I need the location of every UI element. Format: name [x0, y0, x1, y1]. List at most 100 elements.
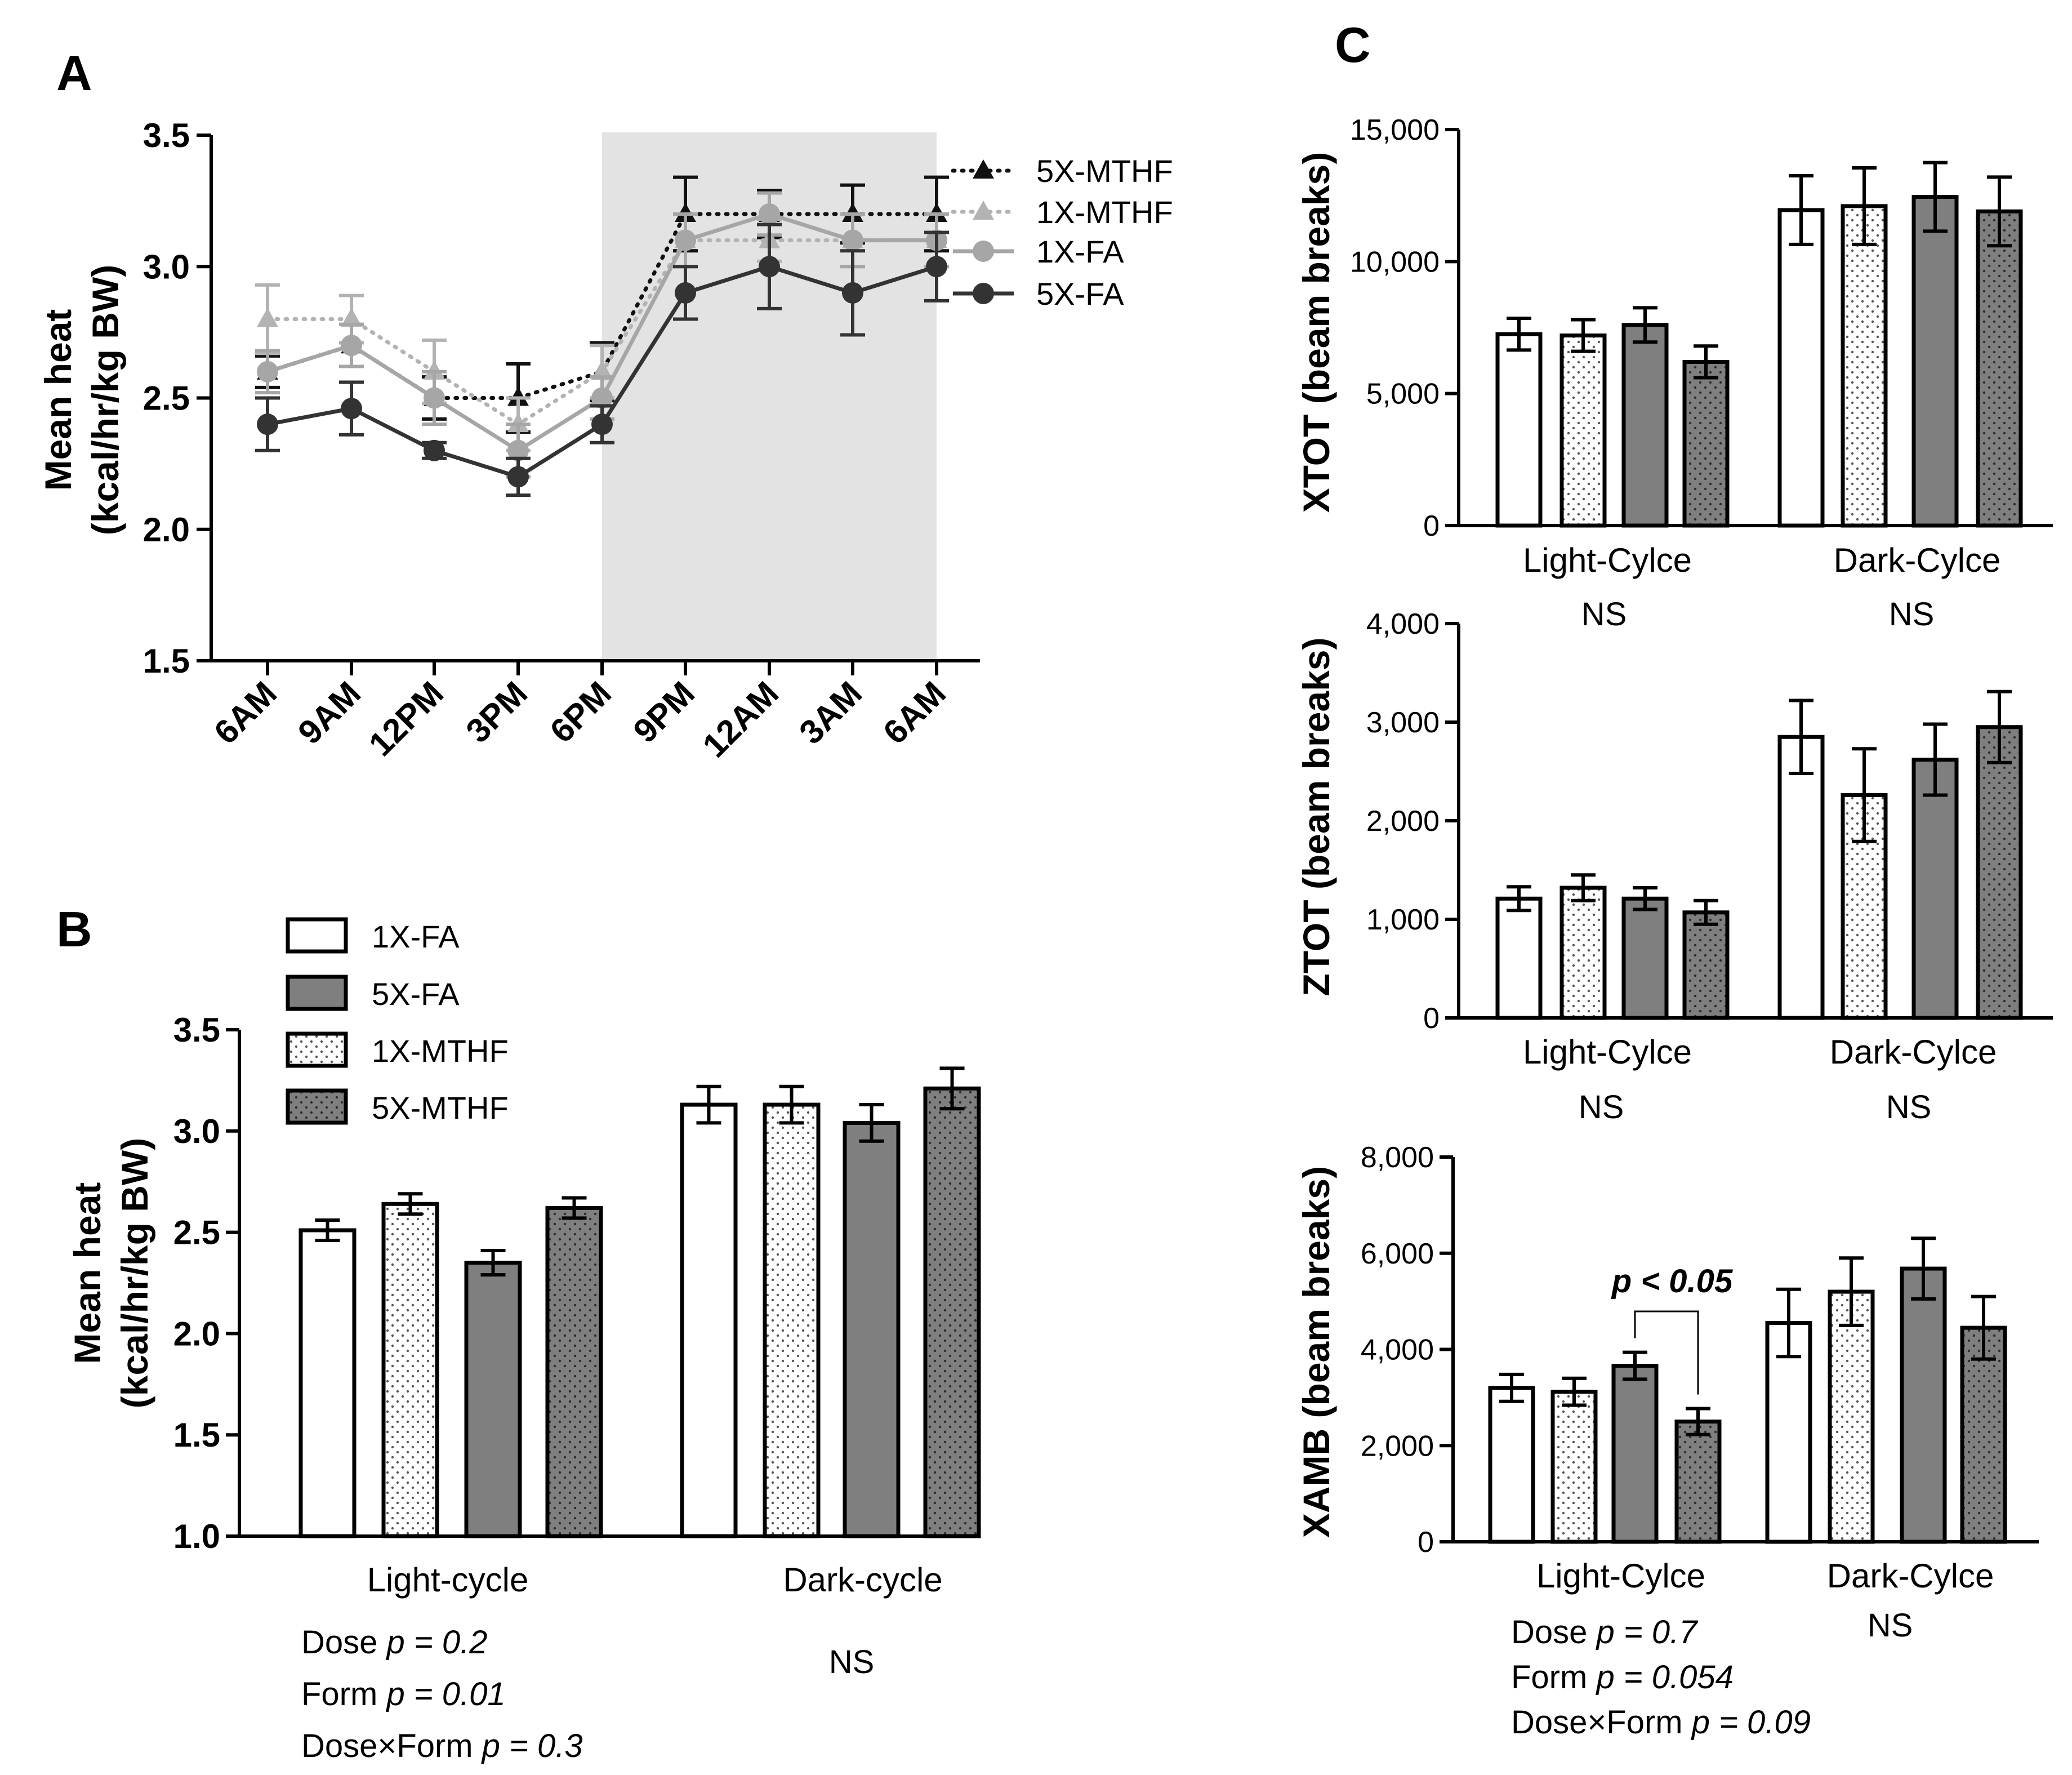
y-tick-label: 2.5	[143, 380, 190, 417]
y-tick-label: 5,000	[1366, 378, 1440, 411]
bar-1X-FA	[1495, 332, 1543, 528]
x-tick-label: 3AM	[792, 674, 869, 751]
y-tick-label: 10,000	[1350, 246, 1440, 278]
stat-part: Dose×Form	[301, 1728, 482, 1764]
stat-part: p = 0.3	[481, 1728, 583, 1764]
x-category-label: Dark-cycle	[783, 1561, 942, 1599]
data-point	[424, 387, 445, 409]
y-tick-label: 1.5	[143, 642, 190, 680]
data-point	[926, 256, 947, 278]
bar-5X-MTHF	[1960, 1325, 2007, 1544]
bar-5X-MTHF	[1682, 359, 1730, 528]
legend-swatch	[286, 975, 348, 1011]
legend-marker	[973, 283, 994, 304]
bar-5X-FA	[1621, 896, 1669, 1020]
x-tick-label: 3PM	[459, 674, 535, 750]
y-axis-title: (kcal/hr/kg BW)	[114, 1138, 155, 1408]
y-tick-label: 1,000	[1366, 904, 1440, 936]
stat-part: Dose	[1511, 1614, 1597, 1651]
x-tick-label: 6AM	[207, 674, 284, 751]
stat-part: Form	[301, 1676, 386, 1712]
bar-5X-FA	[1621, 323, 1669, 528]
bar-5X-MTHF	[923, 1086, 981, 1538]
data-point	[424, 439, 445, 461]
y-tick-label: 2.0	[143, 511, 190, 549]
x-category-label: Dark-Cylce	[1834, 541, 2001, 579]
data-point	[675, 229, 696, 251]
panel-label: B	[56, 901, 92, 957]
bar-5X-FA	[464, 1261, 522, 1538]
y-tick-label: 1.0	[173, 1518, 220, 1555]
stat-part: p = 0.09	[1691, 1704, 1811, 1741]
y-tick-label: 0	[1423, 1002, 1440, 1035]
bar-1X-MTHF	[1828, 1289, 1875, 1544]
stat-part: p = 0.2	[386, 1624, 488, 1661]
y-axis-title: (kcal/hr/kg BW)	[84, 265, 126, 535]
y-tick-label: 8,000	[1361, 1141, 1434, 1174]
stat-line: Form p = 0.054	[1511, 1659, 1734, 1696]
stat-part: Dose×Form	[1511, 1704, 1692, 1741]
stat-part: p = 0.054	[1595, 1659, 1734, 1696]
y-tick-label: 6,000	[1361, 1238, 1434, 1270]
data-point	[591, 360, 613, 380]
x-tick-label: 12PM	[362, 674, 451, 763]
bar-1X-FA	[1495, 896, 1543, 1020]
stat-dark-ns: NS	[1889, 596, 1935, 633]
bar-5X-MTHF	[1674, 1420, 1722, 1544]
legend-marker	[973, 201, 994, 220]
bar-5X-MTHF	[1976, 725, 2023, 1020]
bar-1X-MTHF	[1550, 1390, 1598, 1544]
bar-5X-MTHF	[1682, 910, 1730, 1020]
data-point	[759, 256, 780, 278]
bar-1X-MTHF	[1559, 886, 1607, 1020]
x-tick-label: 6PM	[543, 674, 619, 750]
legend-label: 1X-MTHF	[372, 1033, 509, 1069]
x-tick-label: 9AM	[291, 674, 368, 751]
stat-dark-ns: NS	[1886, 1089, 1932, 1125]
stat-light-ns: NS	[1581, 596, 1627, 633]
y-tick-label: 3.5	[143, 117, 190, 154]
y-tick-label: 2,000	[1361, 1430, 1434, 1462]
significance-label: p < 0.05	[1611, 1263, 1733, 1300]
data-point	[341, 398, 362, 420]
y-tick-label: 3.5	[173, 1011, 220, 1049]
y-tick-label: 0	[1418, 1526, 1434, 1559]
legend-label: 5X-FA	[372, 976, 460, 1012]
panel-c-xtot: C 0 5,000 10,000 15,000 Light-Cylce Dark-Cylce…	[1295, 17, 2053, 633]
bar-1X-MTHF	[1841, 204, 1888, 528]
data-point	[257, 361, 278, 382]
y-tick-label: 0	[1423, 510, 1440, 542]
legend-marker	[973, 159, 994, 179]
panel-b: B 1.0 1.5 2.0 2.5 3.0 3.5 Light-cycle Dark-cycle…	[56, 901, 981, 1764]
legend-label: 1X-FA	[372, 919, 460, 954]
y-axis-title: Mean heat	[66, 1182, 108, 1364]
stat-line: Dose×Form p = 0.09	[1511, 1704, 1811, 1741]
y-tick-label: 2.5	[173, 1214, 220, 1252]
data-point	[759, 203, 780, 225]
stat-line: Dose p = 0.2	[301, 1624, 488, 1661]
legend-swatch	[286, 1031, 348, 1068]
x-category-label: Light-cycle	[367, 1561, 529, 1599]
y-tick-label: 1.5	[173, 1416, 220, 1454]
stat-dark-ns: NS	[1868, 1607, 1913, 1644]
data-point	[675, 282, 696, 304]
bar-5X-FA	[1911, 195, 1959, 528]
legend-marker	[973, 241, 994, 262]
y-tick-label: 15,000	[1350, 114, 1440, 146]
bar-1X-MTHF	[1559, 333, 1607, 528]
y-axis-title: XAMB (beam breaks)	[1295, 1166, 1337, 1538]
y-tick-label: 2.0	[173, 1315, 220, 1353]
y-axis-title: ZTOT (beam breaks)	[1295, 638, 1337, 997]
bar-5X-FA	[1911, 758, 1959, 1020]
x-category-label: Light-Cylce	[1536, 1557, 1705, 1595]
legend-label: 1X-MTHF	[1036, 194, 1173, 230]
x-tick-label: 9PM	[626, 674, 702, 750]
stat-line: Dose×Form p = 0.3	[301, 1728, 583, 1764]
y-tick-label: 4,000	[1366, 608, 1440, 640]
y-axis-title: Mean heat	[37, 309, 79, 491]
data-point	[341, 308, 362, 327]
legend-label: 5X-FA	[1036, 276, 1124, 312]
panel-c-xamb: 0 2,000 4,000 6,000 8,000 Light-Cylce Dark-Cyl…	[1295, 1141, 2039, 1741]
data-point	[507, 439, 529, 461]
panel-label: C	[1335, 17, 1371, 73]
